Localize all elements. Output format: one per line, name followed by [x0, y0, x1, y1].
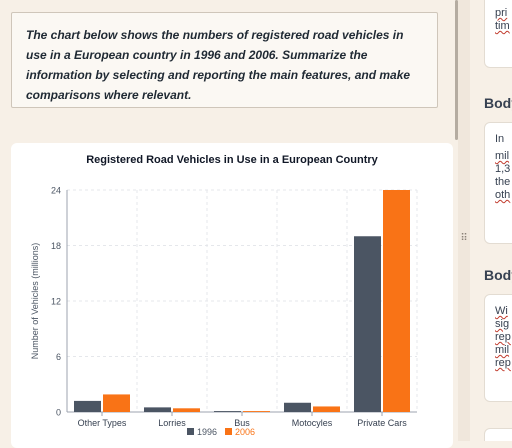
x-tick-label: Lorries	[158, 418, 186, 428]
legend-swatch	[225, 428, 232, 435]
essay-right-pane: pri tim Body In mil 1,3 the oth Body Wi …	[470, 0, 512, 441]
task-prompt-text: The chart below shows the numbers of reg…	[26, 28, 411, 102]
y-tick-label: 0	[56, 408, 61, 418]
chart-card: Registered Road Vehicles in Use in a Eur…	[11, 143, 453, 448]
essay-card-intro[interactable]: pri tim	[484, 0, 512, 68]
bar	[284, 402, 311, 412]
essay-line: mil	[495, 150, 510, 162]
legend-label: 1996	[197, 427, 217, 437]
bar	[214, 411, 241, 412]
bar	[144, 407, 171, 412]
essay-line: 1,3	[495, 163, 511, 175]
editor-left-pane: The chart below shows the numbers of reg…	[11, 12, 453, 448]
essay-line: rep	[495, 331, 511, 343]
bar-chart: 0 6 12 18 24 Number of Vehicles (millions) Oth…	[30, 186, 418, 437]
chart-title: Registered Road Vehicles in Use in a Eur…	[86, 154, 378, 166]
essay-card-body-1[interactable]: In mil 1,3 the oth	[484, 122, 512, 244]
bar	[103, 394, 130, 412]
legend-label: 2006	[235, 427, 255, 437]
body-heading-2: Body	[484, 267, 512, 283]
left-pane-scrollbar[interactable]	[455, 0, 458, 140]
essay-line: Wi	[495, 305, 508, 317]
y-tick-label: 6	[56, 352, 61, 362]
bar	[354, 236, 381, 412]
bar	[313, 406, 340, 412]
task-prompt-box: The chart below shows the numbers of reg…	[11, 12, 438, 108]
x-tick-label: Motocyles	[292, 418, 333, 428]
bar	[243, 411, 270, 412]
y-axis-label: Number of Vehicles (millions)	[30, 243, 40, 360]
bar	[383, 190, 410, 412]
x-tick-label: Other Types	[78, 418, 127, 428]
bar	[74, 400, 101, 412]
essay-line: rep	[495, 357, 511, 369]
essay-line: sig	[495, 318, 510, 330]
body-heading-1: Body	[484, 95, 512, 111]
legend-swatch	[187, 428, 194, 435]
x-tick-label: Bus	[234, 418, 250, 428]
essay-line: pri	[495, 7, 508, 19]
y-tick-label: 18	[51, 241, 61, 251]
essay-line: In	[495, 133, 505, 145]
essay-line: the	[495, 176, 511, 188]
x-tick-label: Private Cars	[357, 418, 407, 428]
essay-line: mil	[495, 344, 510, 356]
y-tick-label: 12	[51, 297, 61, 307]
drag-handle-icon[interactable]: ⠿	[460, 233, 468, 244]
bar	[173, 408, 200, 412]
essay-card-body-2[interactable]: Wi sig rep mil rep	[484, 294, 512, 402]
y-tick-label: 24	[51, 186, 61, 196]
essay-line: tim	[495, 20, 510, 32]
essay-card-next[interactable]	[484, 428, 512, 441]
essay-line: oth	[495, 189, 511, 201]
pane-divider[interactable]	[458, 0, 470, 441]
